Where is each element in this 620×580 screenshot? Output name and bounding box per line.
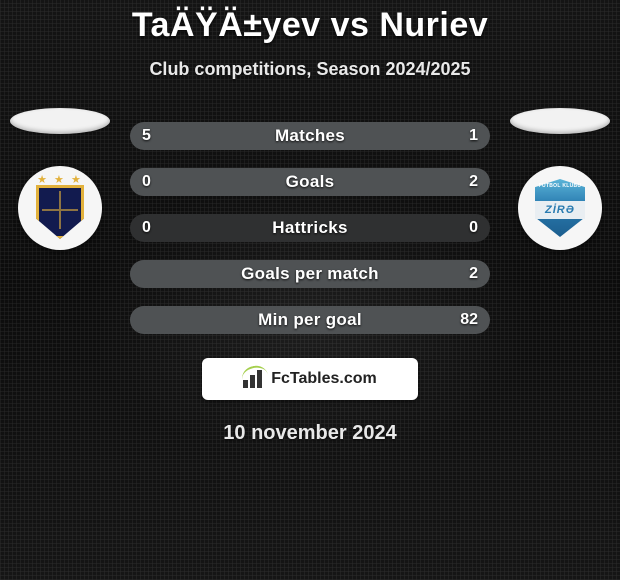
club-crest-right: FUTBOL KLUBU ZİRƏ [530,177,590,239]
club-badge-right: FUTBOL KLUBU ZİRƏ [518,166,602,250]
stat-row: 00Hattricks [130,214,490,242]
club-crest-left: ★ ★ ★ [30,177,90,239]
player-left-column: ★ ★ ★ [10,108,110,250]
stat-label: Hattricks [130,214,490,242]
stat-bars: 51Matches 02Goals 00Hattricks 2Goals per ma… [130,122,490,334]
stat-row: 51Matches [130,122,490,150]
stat-label: Goals [130,168,490,196]
brand-label: FcTables.com [271,370,377,388]
brand-chart-icon [243,370,265,388]
stat-row: 02Goals [130,168,490,196]
mid-section: ★ ★ ★ FUTBOL KLUBU ZİRƏ 51Matches 02Goals… [0,122,620,344]
crest-shield-left [36,185,84,239]
date-label: 10 november 2024 [0,422,620,445]
content: TaÄŸÄ±yev vs Nuriev Club competitions, S… [0,0,620,445]
club-badge-left: ★ ★ ★ [18,166,102,250]
brand-pill[interactable]: FcTables.com [202,358,418,400]
comparison-card: TaÄŸÄ±yev vs Nuriev Club competitions, S… [0,0,620,580]
subtitle: Club competitions, Season 2024/2025 [0,59,620,80]
player-right-column: FUTBOL KLUBU ZİRƏ [510,108,610,250]
page-title: TaÄŸÄ±yev vs Nuriev [0,0,620,45]
stat-row: 2Goals per match [130,260,490,288]
crest-stars-icon: ★ ★ ★ [30,173,90,186]
stat-label: Goals per match [130,260,490,288]
flag-left [10,108,110,134]
stat-row: 82Min per goal [130,306,490,334]
stat-label: Min per goal [130,306,490,334]
crest-band-text: ZİRƏ [545,204,575,216]
flag-right [510,108,610,134]
crest-band: ZİRƏ [535,201,585,219]
crest-top-text: FUTBOL KLUBU [535,183,585,189]
stat-label: Matches [130,122,490,150]
